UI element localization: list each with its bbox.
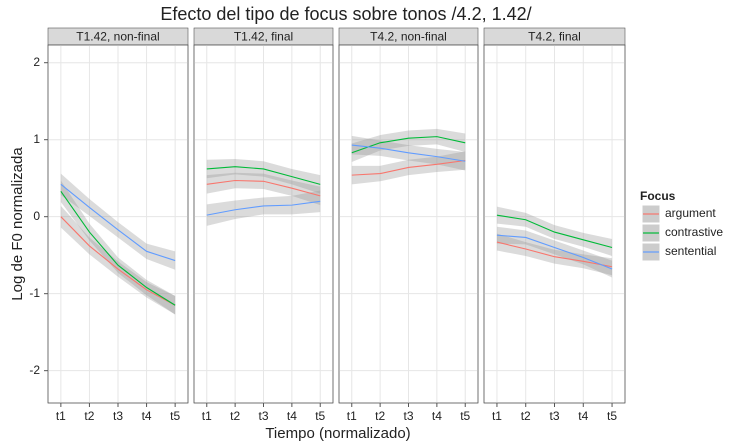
- x-tick-label: t5: [460, 409, 470, 423]
- confidence-ribbon: [496, 206, 613, 256]
- series-line: [351, 144, 466, 162]
- panel-title: T1.42, non-final: [76, 30, 159, 44]
- x-tick-label: t1: [492, 409, 502, 423]
- x-tick-label: t2: [375, 409, 385, 423]
- panel-border: [193, 44, 334, 404]
- x-tick-label: t3: [113, 409, 123, 423]
- x-tick-label: t2: [84, 409, 94, 423]
- confidence-ribbon: [351, 128, 466, 163]
- series-line: [60, 216, 176, 306]
- x-tick-label: t1: [56, 409, 66, 423]
- x-tick-label: t5: [315, 409, 325, 423]
- series-line: [496, 241, 613, 268]
- x-tick-label: t1: [202, 409, 212, 423]
- legend-label: argument: [665, 206, 716, 220]
- x-tick-label: t3: [403, 409, 413, 423]
- chart-title: Efecto del tipo de focus sobre tonos /4.…: [160, 4, 531, 24]
- y-tick-label: -2: [29, 363, 40, 377]
- y-tick-label: 2: [33, 55, 40, 69]
- series-line: [60, 183, 176, 262]
- confidence-ribbon: [496, 233, 613, 276]
- legend-label: contrastive: [665, 225, 723, 239]
- x-tick-label: t5: [170, 409, 180, 423]
- x-tick-label: t4: [142, 409, 152, 423]
- x-tick-label: t4: [578, 409, 588, 423]
- y-axis-label: Log de F0 normalizada: [9, 147, 26, 301]
- series-line: [351, 136, 466, 154]
- x-tick-label: t2: [521, 409, 531, 423]
- x-tick-label: t2: [230, 409, 240, 423]
- series-line: [60, 190, 176, 306]
- x-tick-label: t3: [258, 409, 268, 423]
- x-axis-label: Tiempo (normalizado): [265, 425, 410, 442]
- x-tick-label: t4: [432, 409, 442, 423]
- x-tick-label: t1: [347, 409, 357, 423]
- panel-border: [47, 44, 189, 404]
- panel-title: T1.42, final: [234, 30, 293, 44]
- y-tick-label: 0: [33, 209, 40, 223]
- y-tick-label: -1: [29, 286, 40, 300]
- series-line: [496, 214, 613, 249]
- legend-label: sentential: [665, 244, 716, 258]
- confidence-ribbon: [206, 190, 321, 226]
- x-tick-label: t4: [287, 409, 297, 423]
- x-tick-label: t5: [607, 409, 617, 423]
- series-line: [496, 234, 613, 270]
- confidence-ribbon: [206, 158, 321, 194]
- series-line: [206, 166, 321, 185]
- confidence-ribbon: [496, 226, 613, 278]
- panel-border: [483, 44, 626, 404]
- confidence-ribbon: [60, 173, 176, 270]
- x-tick-label: t3: [549, 409, 559, 423]
- series-line: [351, 159, 466, 176]
- panel-title: T4.2, final: [528, 30, 581, 44]
- series-line: [206, 179, 321, 197]
- panel-title: T4.2, non-final: [370, 30, 447, 44]
- confidence-ribbon: [60, 180, 176, 315]
- panel-border: [338, 44, 479, 404]
- y-tick-label: 1: [33, 132, 40, 146]
- legend-title: Focus: [640, 189, 676, 203]
- series-line: [206, 200, 321, 216]
